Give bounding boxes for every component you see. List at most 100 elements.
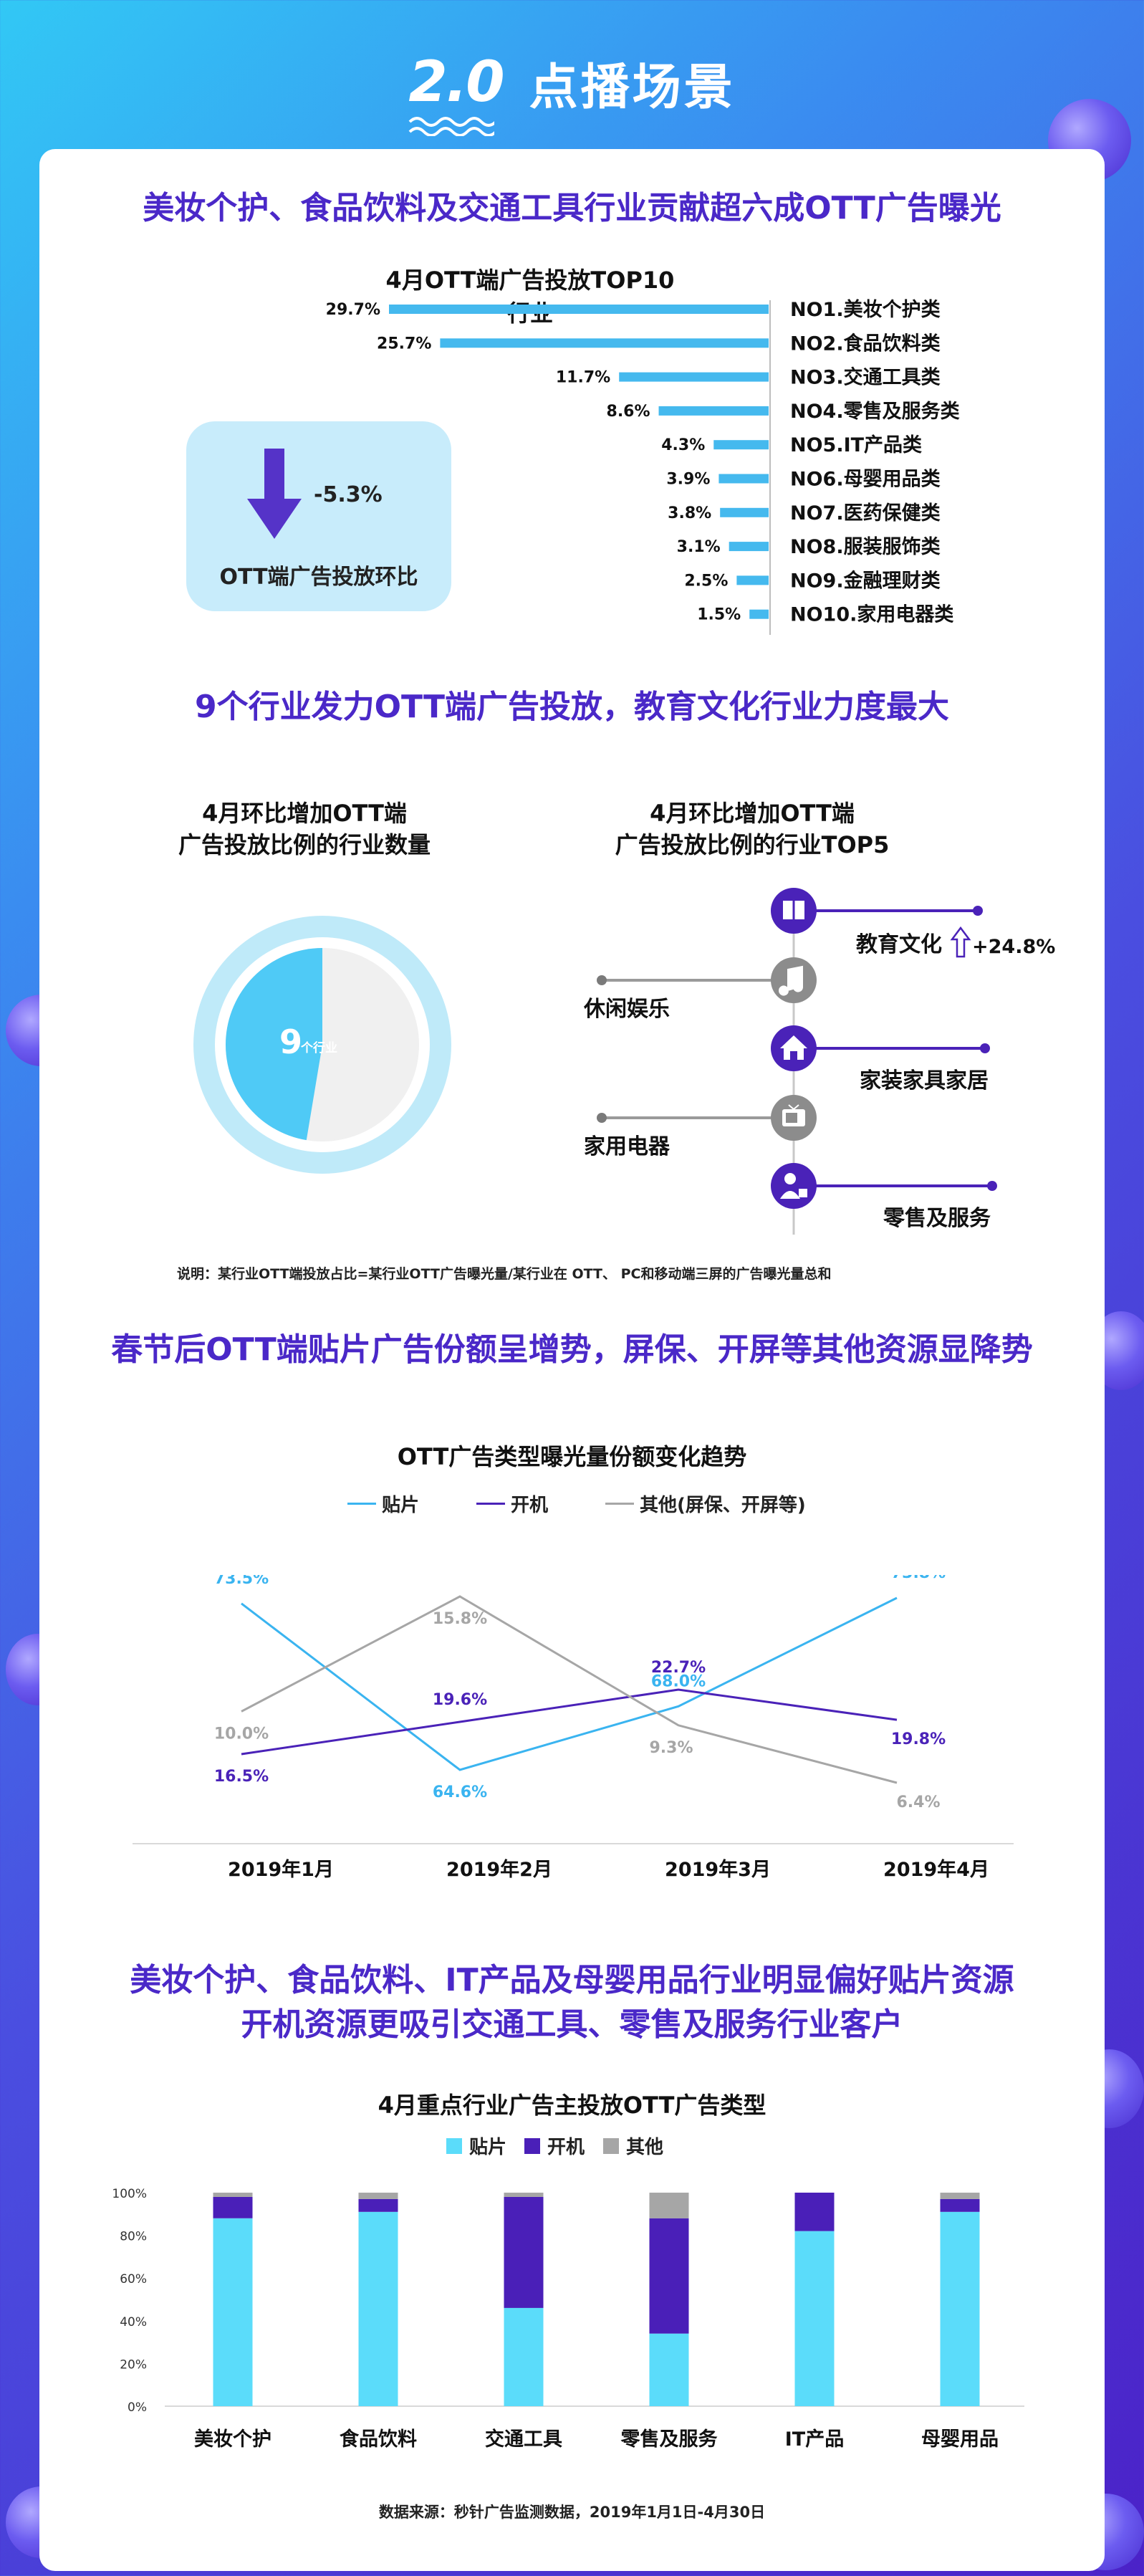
stack-y-tick-label: 80%: [120, 2230, 147, 2244]
stack-bar-segment: [504, 2307, 544, 2406]
pie-center-number: 9: [279, 1023, 302, 1061]
top10-bar-chart: 29.7% NO1.美妆个护类 25.7% NO2.食品饮料类 11.7% NO3.交通工…: [326, 298, 960, 635]
formula-note: 说明：某行业OTT端投放占比=某行业OTT广告曝光量/某行业在 OTT、 PC和…: [177, 1266, 832, 1282]
pie-slice-count: [225, 948, 322, 1141]
stack-bar-segment: [794, 2193, 835, 2231]
legend-label: 其他(屏保、开屏等): [640, 1495, 806, 1516]
top5-chart-title: 4月环比增加OTT端 广告投放比例的行业TOP5: [595, 798, 910, 861]
line-legend-item: 开机: [476, 1490, 548, 1517]
logo: 2.0: [408, 54, 505, 136]
line-data-label: 68.0%: [651, 1672, 706, 1690]
top10-value-label: 3.1%: [677, 538, 721, 556]
top10-bar: [619, 372, 769, 382]
legend-swatch: [524, 2137, 540, 2154]
top10-category-label: NO8.服装服饰类: [790, 536, 941, 558]
arrow-up-icon: [950, 926, 971, 958]
stack-bar-segment: [940, 2211, 980, 2406]
top5-timeline: 教育文化 +24.8% 休闲娱乐 家装家具家居: [583, 888, 1055, 1235]
series-line: [241, 1596, 898, 1771]
top10-value-label: 4.3%: [661, 436, 705, 454]
series-line: [241, 1688, 898, 1756]
section4-title-line1: 美妆个护、食品饮料、IT产品及母婴用品行业明显偏好贴片资源: [130, 1962, 1014, 1998]
section4-title-line2: 开机资源更吸引交通工具、零售及服务行业客户: [241, 2006, 903, 2043]
top10-category-label: NO7.医药保健类: [790, 502, 941, 525]
cashier-icon: [771, 1163, 817, 1209]
stack-x-tick-label: IT产品: [785, 2428, 844, 2451]
data-source: 数据来源：秒针广告监测数据，2019年1月1日-4月30日: [378, 2504, 766, 2521]
legend-swatch: [603, 2137, 619, 2154]
top5-item-leisure: [597, 957, 817, 1003]
stack-x-tick-label: 美妆个护: [194, 2428, 271, 2451]
top10-value-label: 29.7%: [326, 301, 380, 319]
stack-bar-segment: [213, 2196, 253, 2218]
stack-bar-segment: [794, 2231, 835, 2406]
stack-bar-segment: [649, 2193, 689, 2218]
stack-bar-segment: [358, 2198, 398, 2212]
stack-legend-item: 贴片: [446, 2132, 506, 2159]
stack-bar-segment: [213, 2193, 253, 2197]
top10-value-label: 2.5%: [684, 572, 728, 590]
line-data-label: 73.5%: [214, 1575, 269, 1588]
top10-bar: [658, 406, 769, 416]
stack-bar-segment: [940, 2193, 980, 2199]
top10-category-label: NO5.IT产品类: [790, 434, 922, 456]
count-chart-title-line1: 4月环比增加OTT端: [202, 800, 407, 827]
line-data-label: 64.6%: [433, 1783, 487, 1801]
line-legend-item: 其他(屏保、开屏等): [605, 1490, 806, 1517]
legend-label: 贴片: [382, 1495, 420, 1516]
top5-change: +24.8%: [972, 936, 1055, 958]
top10-category-label: NO4.零售及服务类: [790, 400, 960, 423]
line-data-label: 6.4%: [896, 1794, 940, 1811]
arrow-down-icon: [247, 449, 302, 539]
line-data-label: 9.3%: [649, 1739, 693, 1757]
top10-bar: [720, 507, 769, 517]
top10-value-label: 3.8%: [668, 504, 711, 522]
line-data-label: 19.8%: [891, 1730, 946, 1748]
top10-bar: [713, 440, 769, 450]
stack-y-tick-label: 20%: [120, 2357, 147, 2372]
stack-bar-segment: [504, 2193, 544, 2197]
line-x-tick-label: 2019年4月: [883, 1858, 989, 1881]
legend-swatch: [605, 1503, 634, 1505]
top10-bar: [389, 305, 769, 314]
legend-label: 贴片: [469, 2137, 507, 2158]
line-x-tick-label: 2019年3月: [665, 1858, 771, 1881]
top10-category-label: NO1.美妆个护类: [790, 298, 941, 321]
line-data-label: 22.7%: [651, 1659, 706, 1677]
pie-center-unit: 个行业: [300, 1040, 337, 1055]
line-x-tick-label: 2019年2月: [446, 1858, 552, 1881]
legend-swatch: [476, 1503, 505, 1505]
line-data-label: 73.8%: [891, 1575, 946, 1582]
page-title: 点播场景: [529, 59, 736, 116]
stack-bar-segment: [213, 2218, 253, 2406]
top10-category-label: NO6.母婴用品类: [790, 469, 941, 491]
stack-bar-segment: [649, 2333, 689, 2406]
top5-item-education: [771, 888, 983, 934]
stack-legend-item: 开机: [524, 2132, 585, 2159]
top5-item-retail: [771, 1163, 997, 1209]
section3-title: 春节后OTT端贴片广告份额呈增势，屏保、开屏等其他资源显降势: [111, 1331, 1033, 1368]
stack-bar-segment: [649, 2218, 689, 2334]
stack-y-tick-label: 100%: [112, 2187, 147, 2201]
top10-bar: [729, 542, 769, 552]
stack-x-tick-label: 母婴用品: [921, 2428, 999, 2451]
wave-icon: [408, 117, 495, 136]
change-label: OTT端广告投放环比: [219, 565, 418, 590]
stack-bar-segment: [358, 2193, 398, 2199]
top5-name: 零售及服务: [883, 1206, 991, 1231]
line-data-label: 10.0%: [214, 1725, 269, 1743]
series-line: [241, 1595, 898, 1784]
top10-bar: [440, 338, 769, 348]
top10-bar: [749, 609, 769, 619]
top5-name: 教育文化: [856, 932, 942, 957]
top5-name: 家用电器: [584, 1134, 670, 1159]
top10-value-label: 25.7%: [377, 335, 431, 353]
section2-title: 9个行业发力OTT端广告投放，教育文化行业力度最大: [194, 689, 950, 725]
top10-bar: [736, 575, 769, 585]
count-chart-title-line2: 广告投放比例的行业数量: [178, 831, 431, 858]
top10-category-label: NO2.食品饮料类: [790, 332, 941, 355]
stack-y-tick-label: 40%: [120, 2315, 147, 2330]
stack-bar-segment: [358, 2211, 398, 2406]
count-chart-title: 4月环比增加OTT端 广告投放比例的行业数量: [147, 798, 462, 861]
stack-x-tick-label: 零售及服务: [620, 2428, 718, 2451]
